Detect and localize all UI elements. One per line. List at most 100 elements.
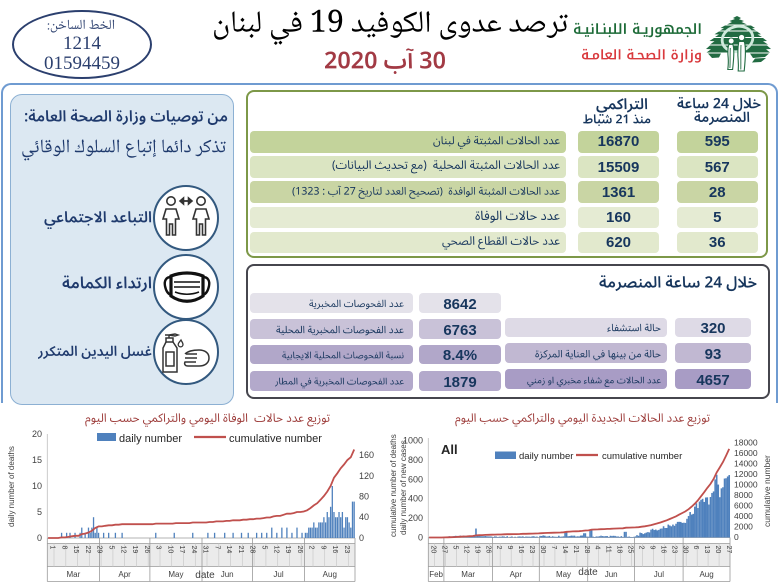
svg-text:120: 120 (359, 471, 374, 481)
svg-text:daily number: daily number (119, 433, 182, 445)
svg-text:16000: 16000 (734, 448, 758, 458)
svg-text:13: 13 (703, 546, 710, 554)
svg-text:20: 20 (32, 429, 42, 439)
svg-text:27: 27 (725, 546, 732, 554)
svg-text:12: 12 (272, 546, 279, 554)
svg-text:20: 20 (430, 546, 437, 554)
svg-text:6000: 6000 (734, 501, 753, 511)
svg-text:18: 18 (616, 546, 623, 554)
svg-text:23: 23 (343, 546, 350, 554)
svg-text:14: 14 (561, 546, 568, 554)
svg-text:400: 400 (408, 494, 423, 504)
svg-text:cumulative number of deaths: cumulative number of deaths (389, 434, 398, 537)
svg-text:0: 0 (37, 533, 42, 543)
svg-text:5: 5 (452, 546, 459, 550)
svg-text:Apr: Apr (118, 570, 131, 579)
svg-text:Jun: Jun (221, 570, 234, 579)
svg-text:2: 2 (308, 546, 315, 550)
svg-text:12: 12 (119, 546, 126, 554)
svg-text:20: 20 (714, 546, 721, 554)
svg-text:28: 28 (583, 546, 590, 554)
svg-text:10: 10 (166, 546, 173, 554)
svg-text:All: All (441, 442, 458, 457)
svg-text:12: 12 (462, 546, 469, 554)
svg-text:26: 26 (296, 546, 303, 554)
svg-text:19: 19 (131, 546, 138, 554)
svg-text:25: 25 (627, 546, 634, 554)
svg-text:18000: 18000 (734, 438, 758, 448)
svg-text:Aug: Aug (323, 570, 337, 579)
svg-text:31: 31 (202, 546, 209, 554)
svg-text:8000: 8000 (734, 490, 753, 500)
svg-text:10000: 10000 (734, 480, 758, 490)
svg-text:15: 15 (72, 546, 79, 554)
svg-text:5: 5 (108, 546, 115, 550)
svg-text:4: 4 (594, 546, 601, 550)
svg-text:15: 15 (32, 455, 42, 465)
svg-text:24: 24 (190, 546, 197, 554)
svg-text:16: 16 (331, 546, 338, 554)
svg-text:16: 16 (659, 546, 666, 554)
svg-text:date: date (195, 570, 215, 581)
svg-text:26: 26 (484, 546, 491, 554)
svg-text:21: 21 (572, 546, 579, 554)
svg-text:8: 8 (60, 546, 67, 550)
svg-text:1: 1 (49, 546, 56, 550)
svg-text:7: 7 (550, 546, 557, 550)
svg-text:26: 26 (143, 546, 150, 554)
svg-text:17: 17 (178, 546, 185, 554)
svg-text:160: 160 (359, 450, 374, 460)
svg-text:12000: 12000 (734, 469, 758, 479)
svg-text:Mar: Mar (67, 570, 81, 579)
svg-text:0: 0 (734, 532, 739, 542)
svg-text:7: 7 (213, 546, 220, 550)
svg-text:9: 9 (319, 546, 326, 550)
svg-text:10: 10 (32, 481, 42, 491)
svg-text:5: 5 (37, 507, 42, 517)
svg-text:9: 9 (648, 546, 655, 550)
svg-text:cumulative number: cumulative number (229, 433, 322, 445)
svg-text:Jul: Jul (273, 570, 283, 579)
svg-text:23: 23 (528, 546, 535, 554)
svg-text:Jul: Jul (654, 570, 664, 579)
svg-text:19: 19 (284, 546, 291, 554)
svg-text:Feb: Feb (429, 570, 443, 579)
svg-text:80: 80 (359, 492, 369, 502)
svg-text:6: 6 (692, 546, 699, 550)
svg-text:22: 22 (84, 546, 91, 554)
svg-text:0: 0 (359, 533, 364, 543)
svg-text:5: 5 (261, 546, 268, 550)
svg-text:11: 11 (605, 546, 612, 553)
svg-text:40: 40 (359, 512, 369, 522)
svg-text:30: 30 (539, 546, 546, 554)
svg-text:29: 29 (96, 546, 103, 554)
svg-text:May: May (556, 570, 571, 579)
svg-text:19: 19 (473, 546, 480, 554)
svg-text:daily number of deaths: daily number of deaths (7, 446, 16, 527)
svg-text:daily number of new cases: daily number of new cases (399, 440, 408, 535)
svg-text:cumulative number: cumulative number (602, 451, 682, 462)
svg-text:Mar: Mar (461, 570, 475, 579)
svg-text:14000: 14000 (734, 459, 758, 469)
svg-text:Apr: Apr (510, 570, 523, 579)
svg-text:23: 23 (670, 546, 677, 554)
svg-text:30: 30 (681, 546, 688, 554)
svg-text:date: date (578, 567, 598, 578)
svg-text:2: 2 (638, 546, 645, 550)
svg-text:Aug: Aug (699, 570, 713, 579)
svg-text:14: 14 (225, 546, 232, 554)
svg-text:May: May (168, 570, 183, 579)
svg-text:2000: 2000 (734, 522, 753, 532)
svg-text:600: 600 (408, 474, 423, 484)
svg-text:4000: 4000 (734, 511, 753, 521)
svg-text:27: 27 (441, 546, 448, 554)
svg-text:800: 800 (408, 455, 423, 465)
svg-text:9: 9 (506, 546, 513, 550)
svg-text:1000: 1000 (403, 436, 423, 446)
svg-text:28: 28 (249, 546, 256, 554)
svg-text:Jun: Jun (605, 570, 618, 579)
svg-text:daily number: daily number (519, 451, 573, 462)
svg-text:3: 3 (155, 546, 162, 550)
svg-text:16: 16 (517, 546, 524, 554)
svg-text:2: 2 (495, 546, 502, 550)
